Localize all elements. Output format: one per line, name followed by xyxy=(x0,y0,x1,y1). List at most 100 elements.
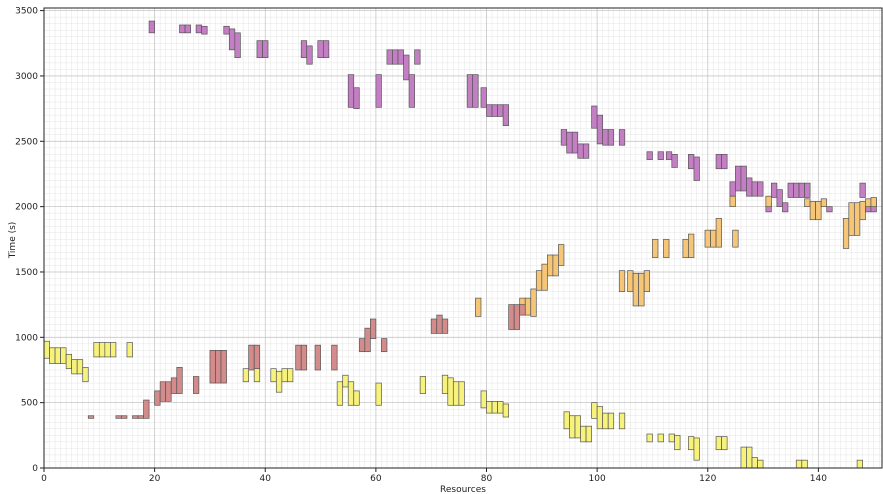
bar xyxy=(607,412,615,430)
bar xyxy=(657,151,664,160)
bar xyxy=(403,54,410,81)
bar xyxy=(306,45,313,65)
bar xyxy=(82,367,89,383)
bar xyxy=(547,254,554,277)
bar xyxy=(721,436,728,451)
bar xyxy=(693,437,700,461)
bar xyxy=(859,201,866,221)
bar xyxy=(392,49,399,65)
bar xyxy=(693,156,700,181)
bar xyxy=(618,270,626,292)
bar xyxy=(746,177,753,197)
bar xyxy=(375,382,382,406)
bar xyxy=(560,129,568,146)
bar xyxy=(524,297,532,316)
bar xyxy=(602,412,609,430)
bar xyxy=(228,28,236,51)
bar xyxy=(870,197,877,207)
bar xyxy=(397,49,404,65)
bar xyxy=(502,403,509,418)
y-tick-label: 1000 xyxy=(15,333,38,343)
bar xyxy=(668,433,675,443)
bar xyxy=(242,368,250,383)
bar xyxy=(585,425,592,443)
bar xyxy=(688,154,695,170)
bar xyxy=(842,218,850,249)
bar xyxy=(735,165,742,192)
bar xyxy=(314,344,321,371)
bar xyxy=(566,131,573,154)
bar xyxy=(508,304,515,330)
y-tick-label: 3500 xyxy=(15,7,38,17)
bar xyxy=(732,229,739,248)
bar xyxy=(688,233,695,258)
bar xyxy=(646,433,653,443)
bar xyxy=(513,304,521,330)
bar xyxy=(179,24,186,34)
bar xyxy=(618,129,626,146)
bar xyxy=(853,202,861,236)
bar xyxy=(300,344,308,371)
bar xyxy=(704,229,711,248)
bar xyxy=(110,342,117,358)
bar xyxy=(729,181,736,197)
bar xyxy=(317,40,324,59)
bar xyxy=(414,49,421,65)
bar xyxy=(65,353,73,370)
bar xyxy=(331,344,338,371)
bar xyxy=(859,182,866,198)
bar xyxy=(782,202,789,213)
bar xyxy=(98,342,106,358)
bar xyxy=(809,201,816,221)
bar xyxy=(746,446,753,469)
bar xyxy=(295,344,302,371)
bar xyxy=(665,151,673,160)
bar xyxy=(209,350,216,384)
bar xyxy=(804,182,811,198)
bar xyxy=(104,342,111,358)
x-tick-label: 60 xyxy=(370,474,382,484)
bar xyxy=(480,87,487,108)
bar xyxy=(336,381,344,406)
bar xyxy=(757,181,764,197)
bar xyxy=(757,459,764,469)
bar xyxy=(571,131,579,154)
bar xyxy=(674,434,681,451)
bar xyxy=(71,359,78,375)
bar xyxy=(256,40,263,59)
bar xyxy=(49,347,56,364)
bar xyxy=(657,433,664,443)
bar xyxy=(223,25,230,35)
bar xyxy=(143,399,150,419)
bar xyxy=(502,104,509,126)
bar xyxy=(93,342,100,358)
bar xyxy=(793,182,800,198)
bar xyxy=(688,436,695,451)
bar xyxy=(710,229,717,248)
bar xyxy=(220,350,227,384)
bar xyxy=(652,238,659,258)
bar xyxy=(530,288,537,317)
bar xyxy=(541,263,548,291)
bar xyxy=(865,206,872,213)
y-tick-label: 2500 xyxy=(15,137,38,147)
bar xyxy=(184,24,191,34)
bar xyxy=(347,74,355,108)
bar xyxy=(170,377,178,394)
bar xyxy=(386,49,393,65)
bar xyxy=(820,198,828,207)
x-tick-label: 0 xyxy=(41,474,47,484)
bar xyxy=(132,415,139,419)
bar xyxy=(765,195,772,207)
bar xyxy=(300,40,308,59)
bar xyxy=(342,374,349,388)
bar xyxy=(419,376,427,394)
y-tick-label: 500 xyxy=(21,399,38,409)
x-tick-label: 100 xyxy=(589,474,606,484)
x-tick-label: 120 xyxy=(699,474,716,484)
bar xyxy=(596,114,604,145)
bar xyxy=(865,198,872,207)
bar xyxy=(275,370,283,393)
bar xyxy=(558,244,565,266)
